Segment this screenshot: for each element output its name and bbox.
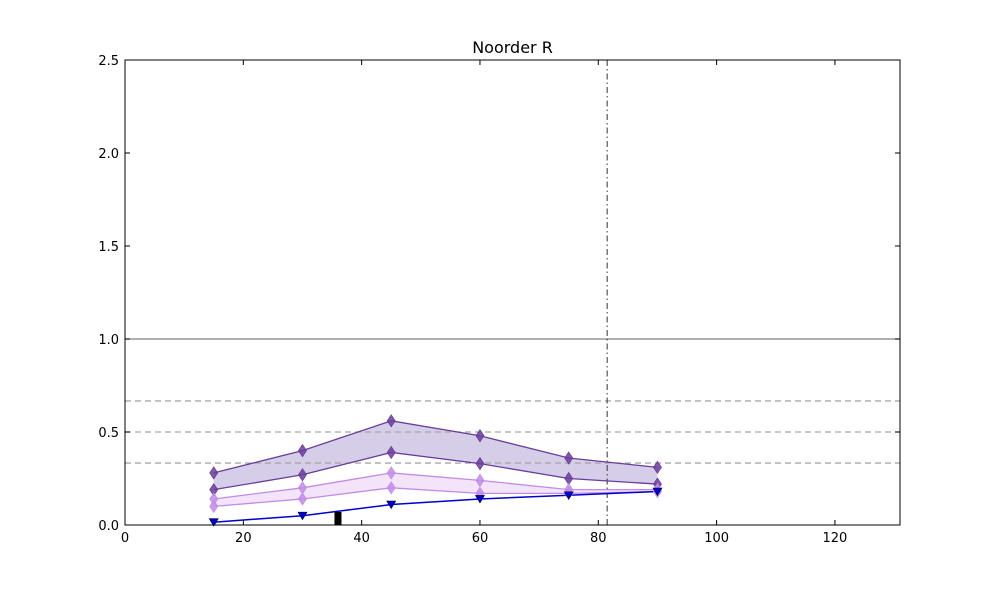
band-fills <box>213 420 658 507</box>
triangle-marker <box>652 487 663 497</box>
band-lower-line-0 <box>213 451 658 491</box>
y-tick-label: 0.5 <box>98 426 119 441</box>
diamond-marker <box>386 481 396 495</box>
x-tick-label: 20 <box>235 531 252 546</box>
band-fill-0 <box>213 420 658 490</box>
diamond-marker <box>209 499 219 514</box>
diamond-marker <box>298 443 307 458</box>
triangle-marker <box>208 518 219 527</box>
series-line-0 <box>213 490 658 523</box>
x-tick-label: 60 <box>472 531 489 546</box>
triangle-marker <box>386 500 397 510</box>
x-tick-label: 100 <box>704 531 729 546</box>
band-upper-line-0 <box>213 420 658 474</box>
x-tick-label: 120 <box>823 531 848 546</box>
diamond-marker <box>298 468 307 482</box>
y-tick-label: 0.0 <box>98 519 119 534</box>
triangle-marker <box>297 511 308 521</box>
diamond-marker <box>386 414 396 428</box>
diamond-marker <box>209 466 219 480</box>
bar-marker <box>334 511 342 525</box>
diamond-marker <box>475 473 485 488</box>
y-tick-label: 2.5 <box>98 54 119 69</box>
y-tick-label: 1.5 <box>98 240 119 255</box>
series-lines <box>213 420 658 523</box>
chart-title: Noorder R <box>472 38 553 57</box>
triangle-marker <box>563 491 574 500</box>
series-markers <box>208 414 663 527</box>
diamond-marker <box>564 451 574 465</box>
y-tick-label: 1.0 <box>98 333 119 348</box>
y-tick-label: 2.0 <box>98 147 119 162</box>
diamond-marker <box>475 428 485 443</box>
diamond-marker <box>475 456 485 471</box>
diamond-marker <box>386 445 396 460</box>
band-lower-line-1 <box>213 487 658 508</box>
diamond-marker <box>652 460 662 475</box>
diamond-marker <box>298 492 307 506</box>
diamond-marker <box>386 466 396 480</box>
band-fill-1 <box>213 472 658 507</box>
plot-frame <box>124 59 901 526</box>
x-tick-label: 40 <box>353 531 370 546</box>
x-tick-label: 0 <box>121 531 129 546</box>
x-tick-label: 80 <box>590 531 607 546</box>
triangle-marker <box>474 495 485 504</box>
band-upper-line-1 <box>213 472 658 500</box>
reference-lines <box>125 60 900 525</box>
axis-ticks: 0 20 40 60 80 100 120 0.0 0.5 1.0 1.5 2.0 2.5 <box>98 54 900 546</box>
